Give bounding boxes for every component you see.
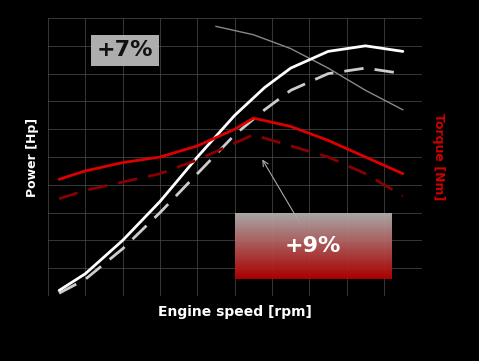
Y-axis label: Power [Hp]: Power [Hp] bbox=[26, 117, 39, 197]
Y-axis label: Torque [Nm]: Torque [Nm] bbox=[432, 113, 445, 201]
Text: +7%: +7% bbox=[96, 40, 153, 60]
X-axis label: Engine speed [rpm]: Engine speed [rpm] bbox=[158, 305, 312, 319]
Text: +9%: +9% bbox=[285, 236, 342, 256]
